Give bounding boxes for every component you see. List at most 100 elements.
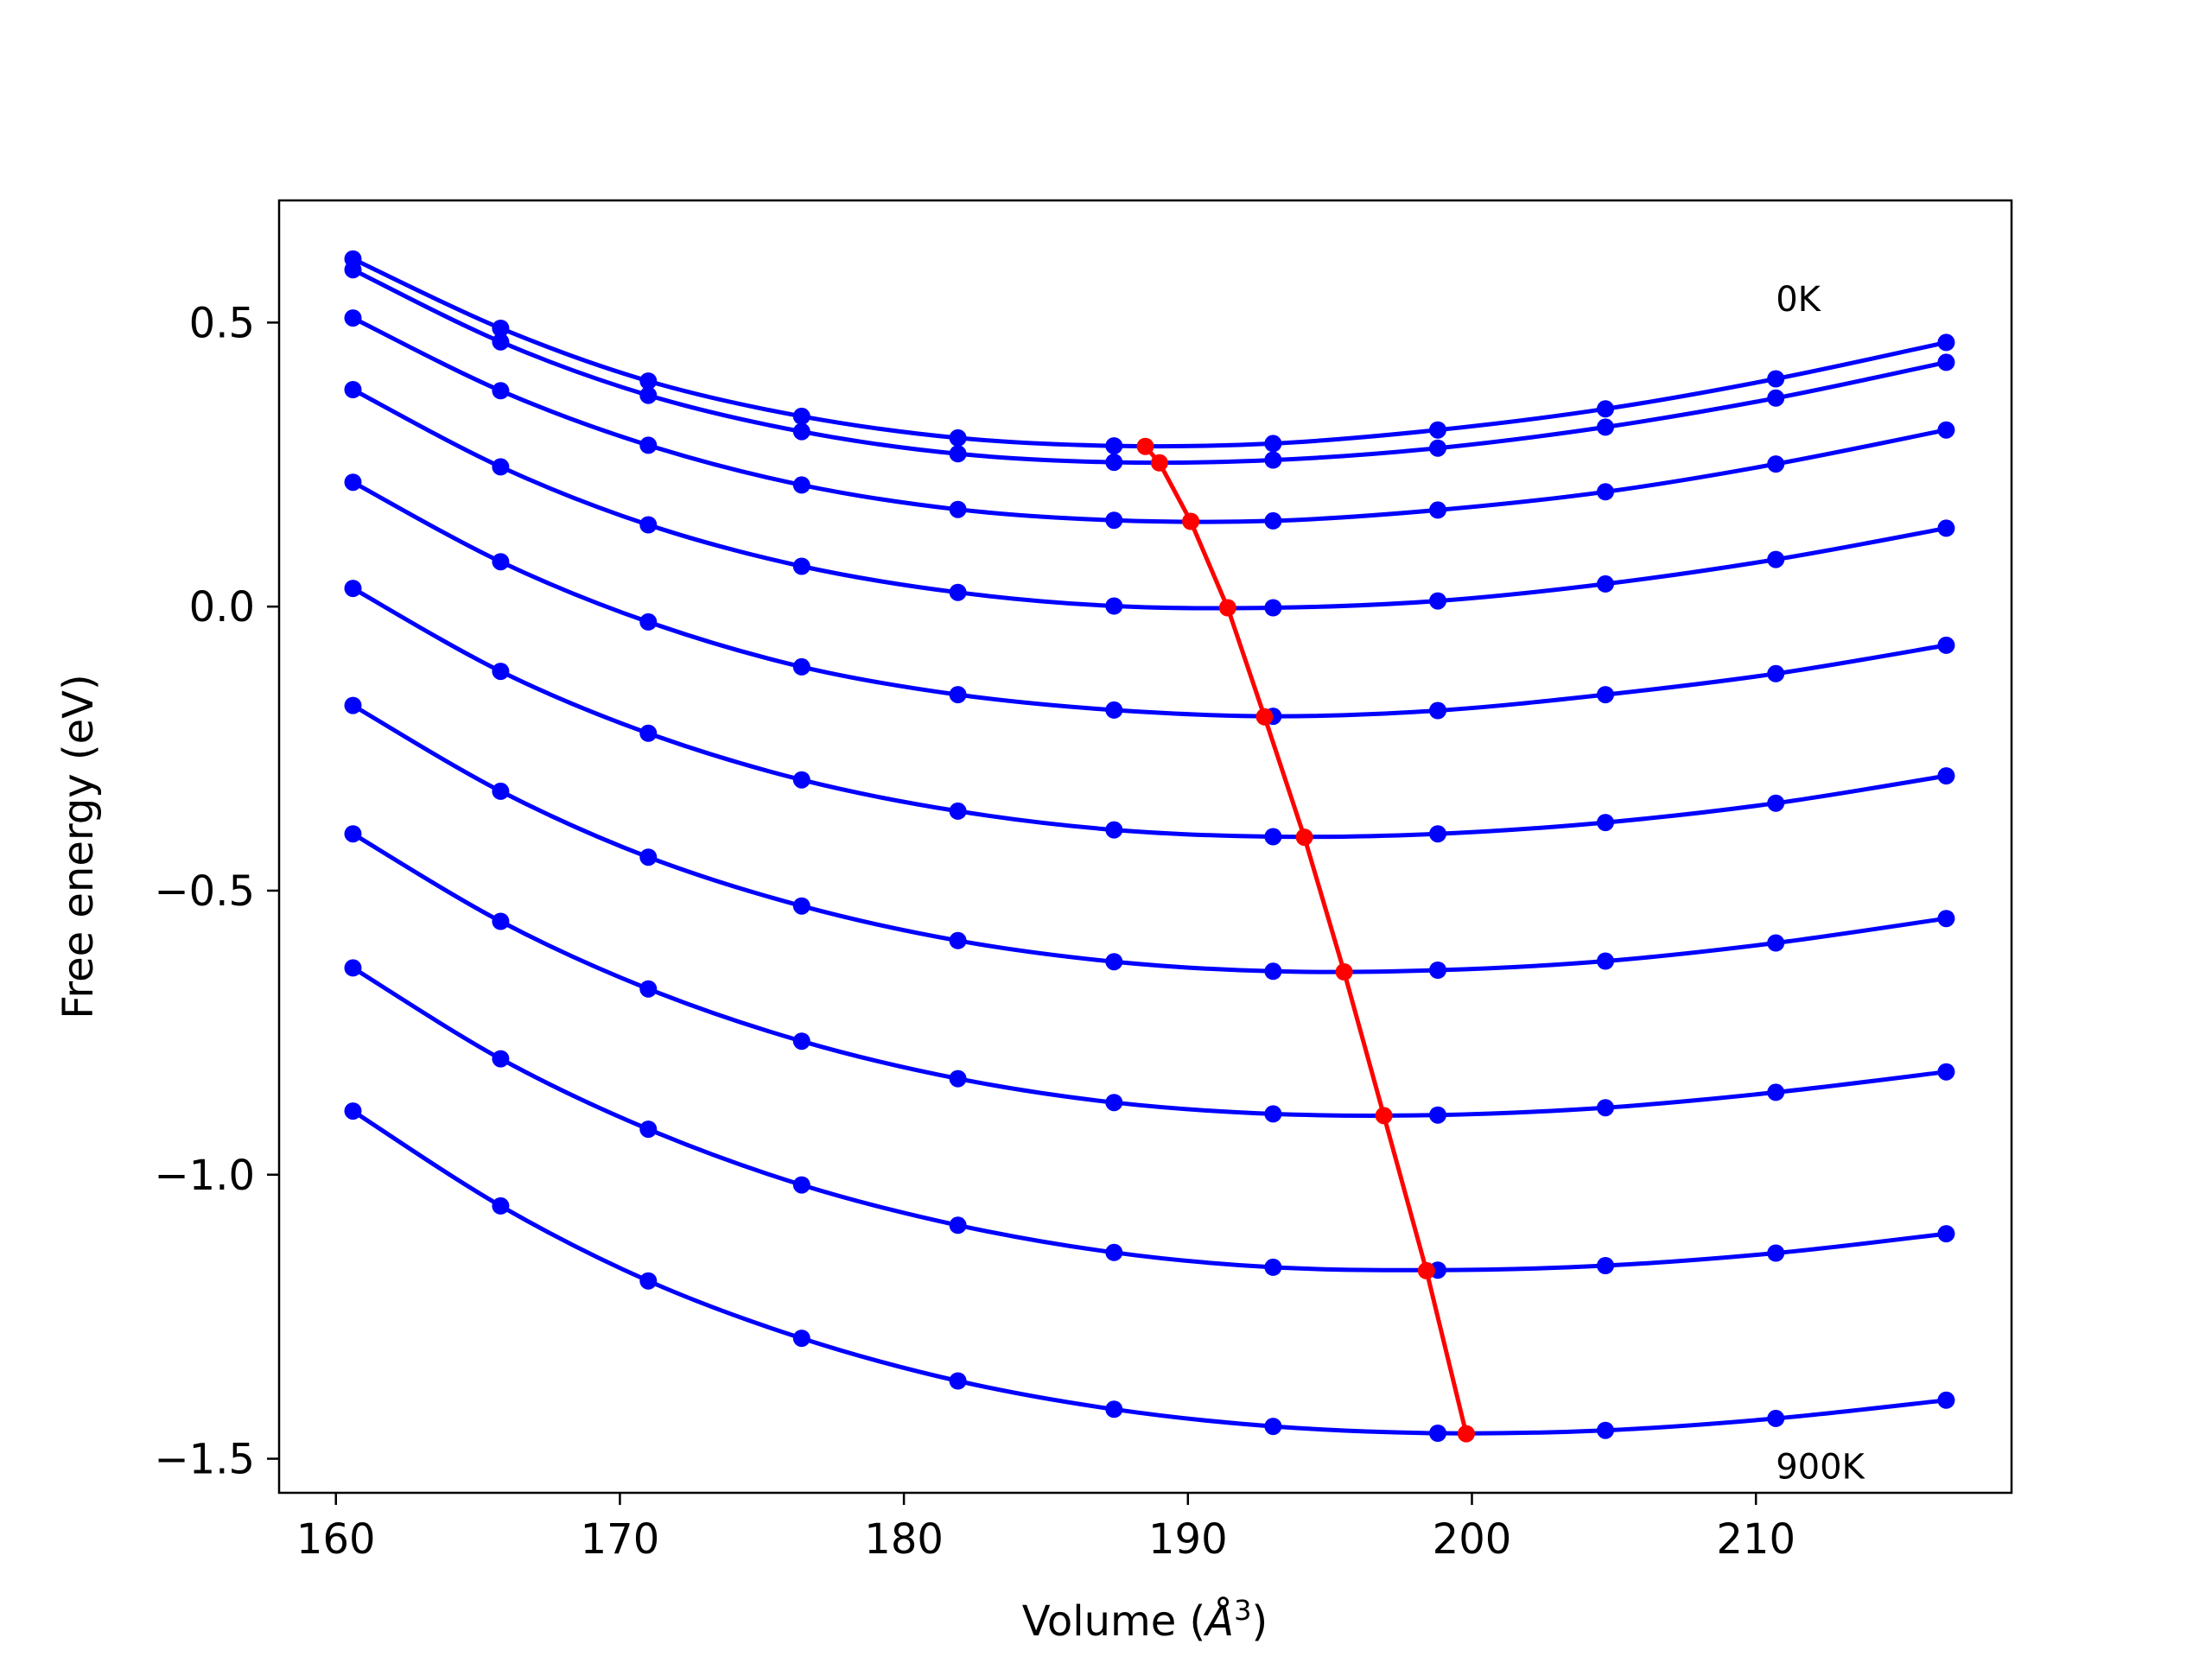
series-point (949, 931, 967, 949)
plot-layer (344, 250, 1955, 1443)
series-point (1429, 1106, 1446, 1124)
y-tick-label: 0.0 (189, 583, 255, 632)
series-point (1429, 962, 1446, 979)
series-point (1105, 953, 1123, 971)
series-point (1937, 421, 1955, 439)
series-point (949, 1216, 967, 1235)
series-6 (344, 580, 1955, 846)
minimum-point (1150, 454, 1168, 472)
series-point (492, 782, 510, 800)
series-point (1937, 333, 1955, 352)
temperature-annotation: 900K (1776, 1448, 1866, 1488)
series-point (1767, 1083, 1785, 1101)
y-tick-label: −1.0 (154, 1152, 255, 1200)
series-point (1105, 701, 1123, 719)
x-tick-label: 190 (1148, 1515, 1228, 1564)
y-axis-label: Free energy (eV) (54, 674, 103, 1019)
series-point (1767, 370, 1785, 388)
series-4 (344, 381, 1955, 617)
series-point (1264, 451, 1282, 469)
series-point (639, 1272, 658, 1290)
series-point (792, 407, 810, 425)
series-point (492, 1050, 510, 1068)
series-point (492, 1196, 510, 1215)
series-point (344, 473, 362, 492)
series-point (1264, 962, 1282, 981)
series-point (1429, 421, 1446, 439)
series-point (639, 1120, 658, 1139)
series-point (1429, 825, 1446, 843)
series-point (1105, 821, 1123, 839)
y-tick-label: −0.5 (154, 867, 255, 916)
series-point (1767, 794, 1785, 812)
series-3 (344, 309, 1955, 530)
series-point (639, 436, 658, 454)
minimum-point (1255, 708, 1274, 726)
y-axis-ticks: 0.5 0.0 −0.5 −1.0 −1.5 (154, 299, 279, 1484)
annotations: 0K 900K (1776, 280, 1866, 1487)
x-tick-label: 210 (1716, 1515, 1796, 1564)
series-point (1429, 501, 1446, 519)
series-point (792, 422, 810, 441)
series-point (492, 320, 510, 337)
series-point (949, 583, 967, 601)
series-point (1429, 592, 1446, 610)
series-point (1937, 519, 1955, 537)
x-tick-label: 160 (296, 1515, 376, 1564)
minimum-point (1335, 963, 1353, 981)
series-point (1105, 1094, 1123, 1112)
minimum-path (1136, 437, 1475, 1443)
minimum-point (1182, 512, 1200, 530)
minimum-point (1218, 599, 1236, 617)
series-point (1597, 1257, 1614, 1274)
series-point (1264, 435, 1282, 453)
series-point (639, 516, 658, 534)
series-point (492, 333, 510, 351)
series-point (1767, 664, 1785, 682)
series-point (1597, 952, 1614, 970)
series-point (1264, 1105, 1282, 1123)
series-point (1937, 353, 1955, 371)
series-point (1597, 686, 1614, 704)
x-axis-ticks: 160 170 180 190 200 210 (296, 1493, 1796, 1564)
series-point (792, 1176, 810, 1194)
series-point (792, 1032, 810, 1050)
series-point (639, 386, 658, 404)
series-point (1105, 437, 1123, 455)
series-point (1937, 1391, 1955, 1409)
series-point (1429, 1425, 1446, 1442)
series-point (1937, 1063, 1955, 1081)
series-8 (344, 825, 1955, 1124)
minimum-line (1143, 445, 1469, 1435)
series-point (1937, 767, 1955, 785)
series-point (949, 445, 967, 463)
series-point (1937, 910, 1955, 928)
series-point (1264, 511, 1282, 530)
series-point (344, 381, 362, 398)
x-axis-label: Volume (Å3) (1022, 1594, 1268, 1646)
series-point (949, 428, 967, 447)
series-point (1105, 454, 1123, 472)
minimum-point (1375, 1107, 1393, 1125)
series-point (792, 1330, 810, 1348)
series-point (1597, 483, 1614, 501)
series-point (492, 663, 510, 681)
series-point (1767, 1244, 1785, 1262)
series-point (639, 372, 658, 390)
series-point (492, 553, 510, 571)
series-point (639, 980, 658, 998)
plot-frame (277, 199, 2013, 1495)
series-point (792, 557, 810, 575)
series-point (1105, 511, 1123, 530)
series-point (1937, 636, 1955, 654)
series-point (1597, 418, 1614, 436)
series-point (949, 1070, 967, 1088)
series-point (1767, 389, 1785, 407)
series-point (1264, 599, 1282, 617)
series-point (344, 309, 362, 327)
series-point (949, 1372, 967, 1390)
series-point (1105, 1400, 1123, 1419)
series-point (1767, 550, 1785, 568)
series-point (344, 1102, 362, 1120)
